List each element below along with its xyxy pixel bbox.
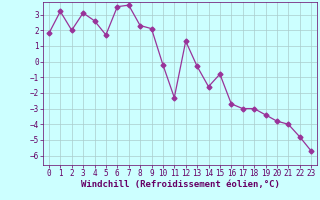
- X-axis label: Windchill (Refroidissement éolien,°C): Windchill (Refroidissement éolien,°C): [81, 180, 279, 189]
